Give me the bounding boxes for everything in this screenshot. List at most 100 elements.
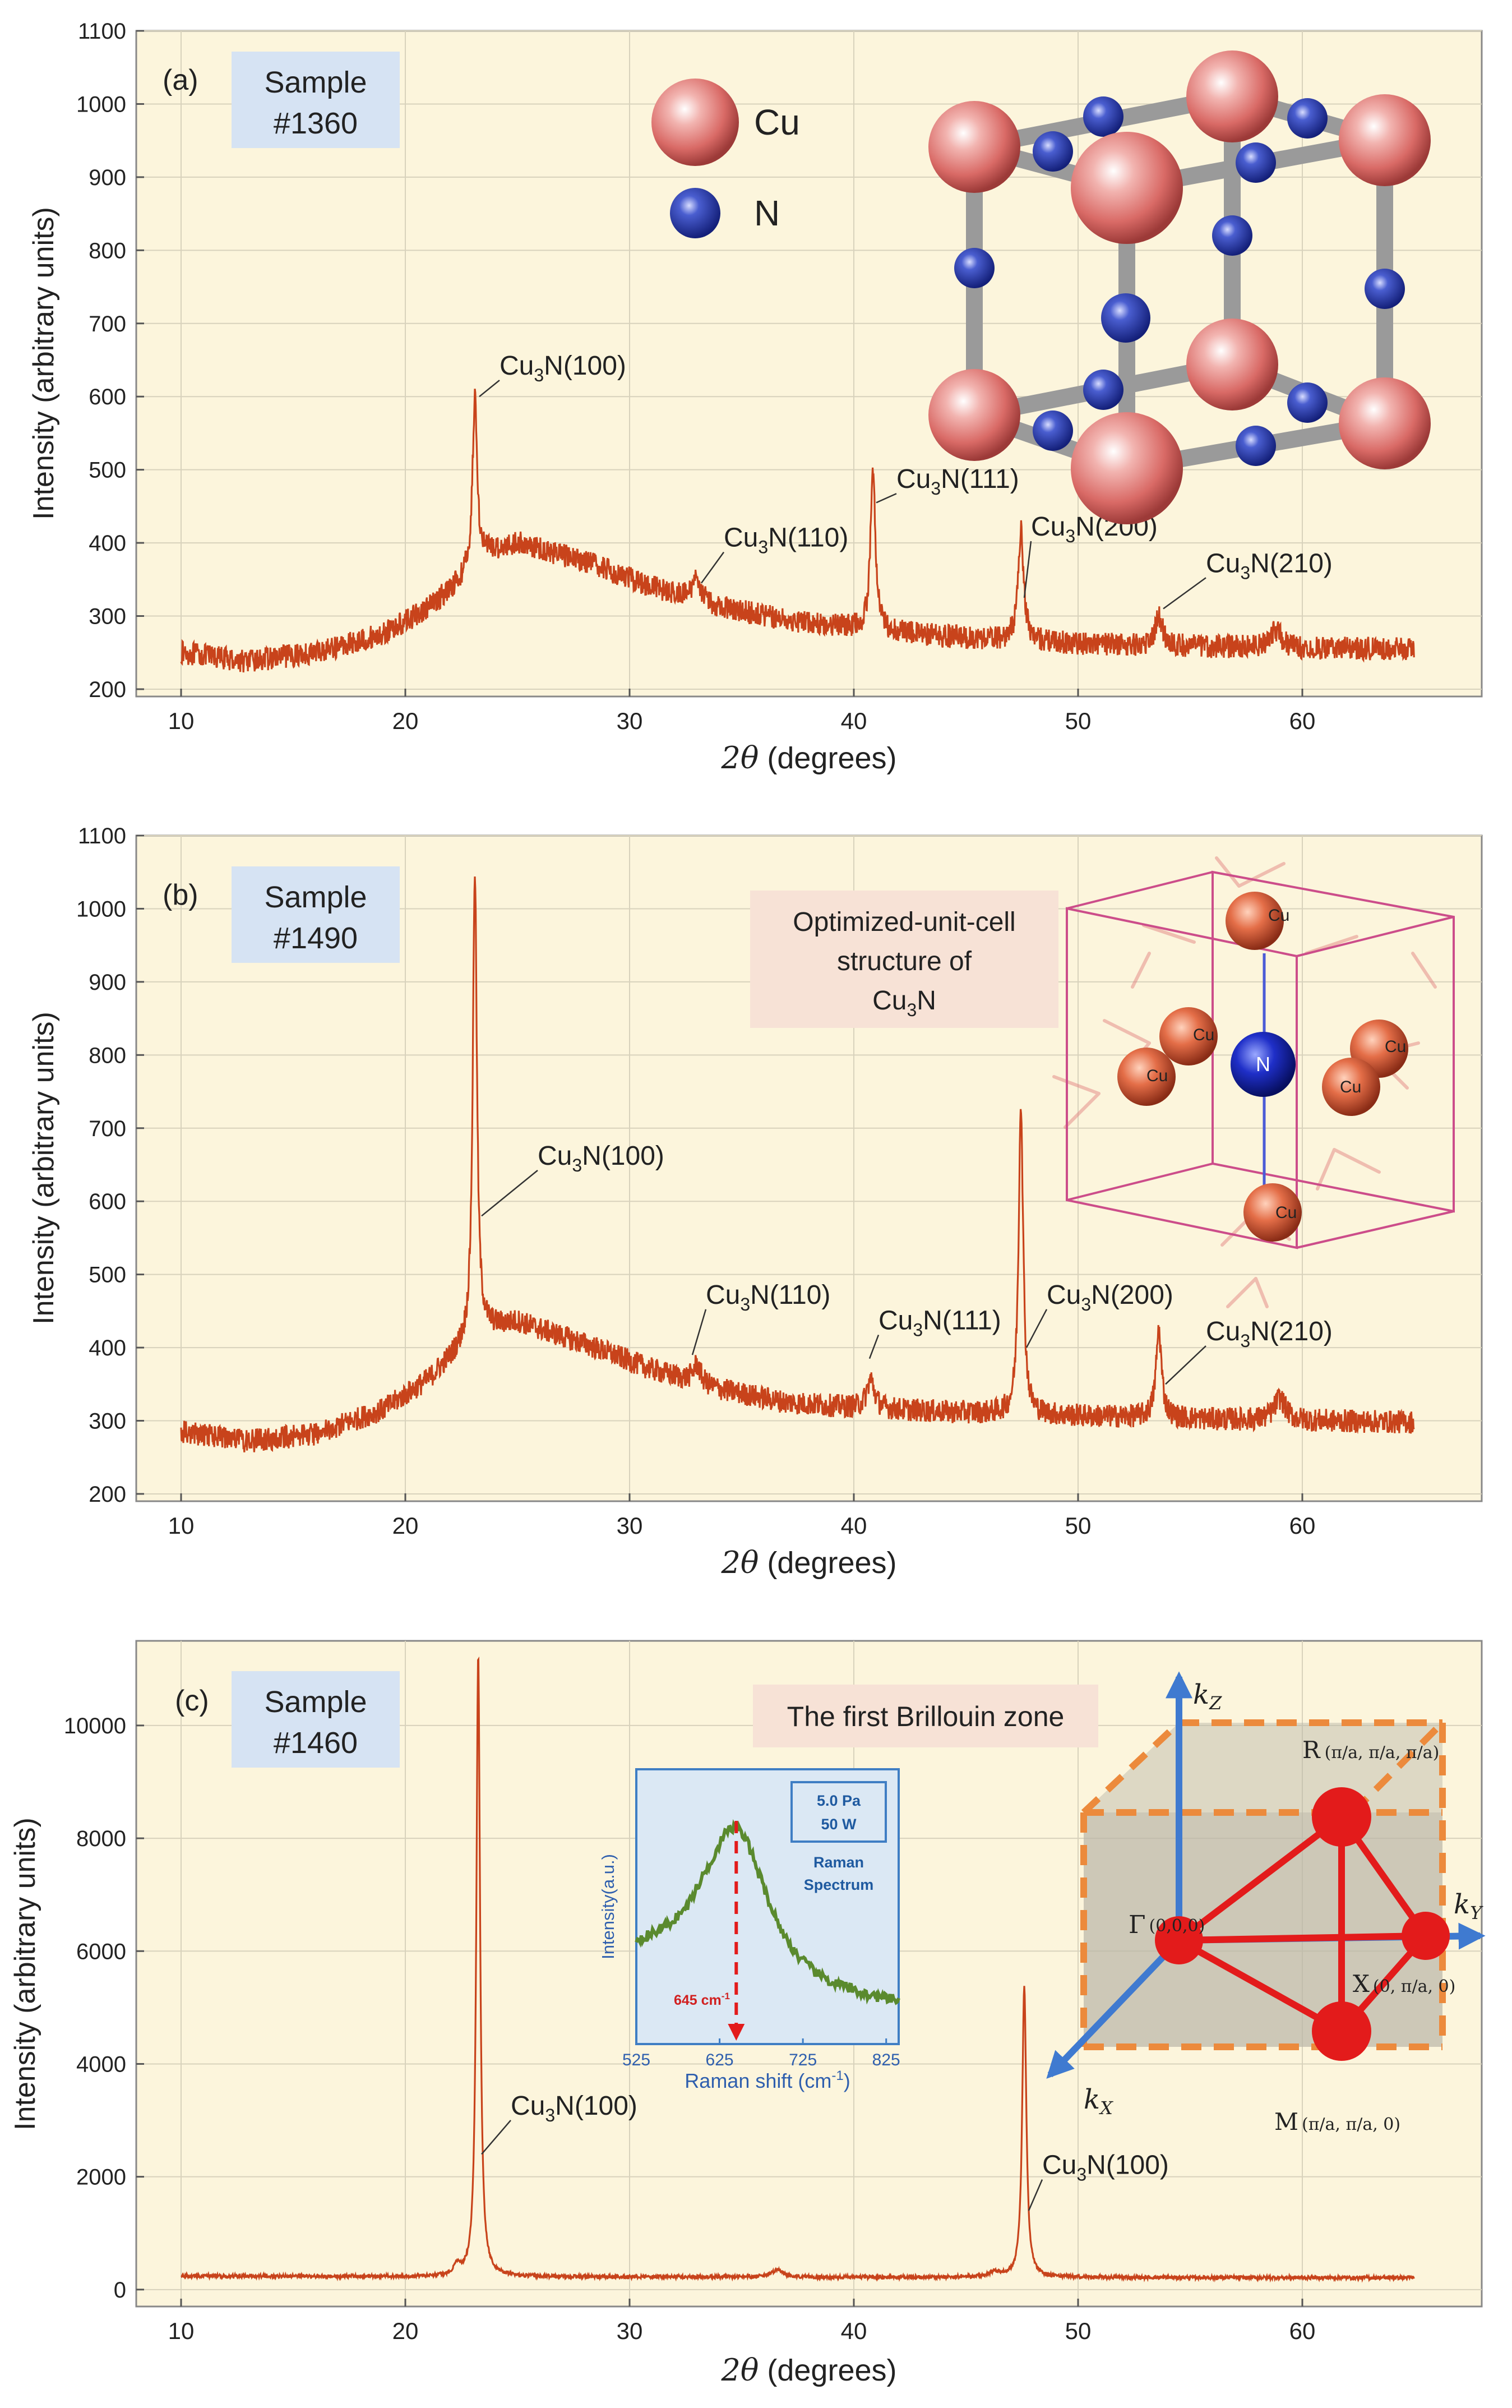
x-tick-label: 20	[392, 708, 419, 734]
annotation-sub: 3	[1076, 2165, 1086, 2185]
raman-legend-pressure: 5.0 Pa	[817, 1792, 861, 1809]
brillouin-note-box	[753, 1685, 1098, 1747]
annotation-rest: N(110)	[768, 523, 848, 553]
y-tick-label: 700	[89, 1117, 126, 1141]
x-tick-label: 60	[1289, 708, 1316, 734]
y-tick-label: 500	[89, 1263, 126, 1288]
panel-label: (b)	[163, 879, 198, 911]
sample-line2: #1490	[274, 921, 358, 955]
x-tick-label: 30	[617, 708, 643, 734]
y-tick-label: 300	[89, 1409, 126, 1434]
sample-line1: Sample	[264, 880, 367, 914]
annotation-rest: N(111)	[923, 1306, 1001, 1335]
y-axis-label: Intensity (arbitrary units)	[9, 1817, 41, 2130]
annotation-sub: 3	[1240, 1331, 1250, 1351]
sample-line1: Sample	[264, 66, 367, 99]
peak-annotation: Cu3N(111)	[896, 464, 1019, 499]
raman-peak-value: 645 cm	[674, 1992, 722, 2008]
y-tick-label: 10000	[64, 1714, 126, 1738]
peak-annotation: Cu3N(210)	[1206, 1317, 1333, 1351]
r-coord: (π/a, π/a, π/a)	[1325, 1743, 1440, 1763]
brillouin-note: The first Brillouin zone	[787, 1701, 1065, 1732]
raman-inset: 5.0 Pa 50 W Raman Spectrum Intensity(a.u…	[598, 1768, 900, 2092]
sample-box	[232, 866, 400, 963]
y-tick-label: 4000	[76, 2052, 126, 2077]
y-tick-label: 800	[89, 1043, 126, 1068]
x-axis-var: 2θ	[721, 2352, 759, 2388]
y-tick-label: 200	[89, 1482, 126, 1507]
annotation-leader	[1023, 541, 1032, 598]
y-tick-label: 700	[89, 312, 126, 336]
y-tick-label: 800	[89, 238, 126, 263]
raman-legend-box	[790, 1781, 887, 1843]
peak-annotation: Cu3N(100)	[1042, 2151, 1169, 2185]
n-atom-icon	[670, 188, 720, 238]
raman-x-tick-label: 825	[872, 2051, 900, 2069]
annotation-rest: N(100)	[1086, 2151, 1169, 2180]
cu-atom-label: Cu	[1268, 906, 1289, 925]
x-tick-label: 20	[392, 2318, 419, 2344]
x-tick-label: 30	[617, 2318, 643, 2344]
x-tick-label: 40	[841, 2318, 867, 2344]
annotation-sub: 3	[931, 478, 941, 499]
x-tick-label: 40	[841, 708, 867, 734]
kx-label: kX	[1084, 2084, 1113, 2119]
peak-annotation: Cu3N(100)	[500, 351, 626, 385]
kx-k: k	[1084, 2084, 1100, 2115]
annotation-sub: 3	[572, 1155, 582, 1175]
annotation-base: Cu	[724, 523, 758, 553]
raman-x-label-text: Raman shift (cm	[685, 2069, 831, 2092]
raman-legend-power: 50 W	[821, 1816, 857, 1833]
sample-line2: #1460	[274, 1726, 358, 1760]
annotation-rest: N(100)	[582, 1141, 664, 1171]
y-tick-label: 400	[89, 1336, 126, 1360]
r-point	[1312, 1787, 1371, 1847]
annotation-sub: 3	[740, 1294, 750, 1314]
x-tick-label: 20	[392, 1512, 419, 1539]
x-axis-var: 2θ	[721, 740, 759, 776]
kz-sub: Z	[1209, 1692, 1222, 1714]
kz-k: k	[1193, 1679, 1209, 1710]
x-tick-label: 10	[168, 2318, 195, 2344]
panel-a: Cu3N(100)Cu3N(110)Cu3N(111)Cu3N(200)Cu3N…	[27, 19, 1483, 776]
sample-box	[232, 52, 400, 148]
y-tick-label: 8000	[76, 1826, 126, 1851]
annotation-sub: 3	[758, 537, 768, 557]
gamma-point	[1155, 1916, 1203, 1964]
formula-sub: 3	[907, 1000, 917, 1020]
raman-x-tick-label: 625	[706, 2051, 734, 2069]
y-tick-label: 600	[89, 385, 126, 409]
cell-edges	[1066, 870, 1455, 1249]
x-point	[1402, 1912, 1450, 1960]
sample-line2: #1360	[274, 107, 358, 140]
annotation-base: Cu	[1031, 512, 1065, 542]
x-symbol: X	[1353, 1970, 1370, 1998]
annotation-leader	[1028, 2179, 1043, 2211]
cu-atom-icon	[928, 101, 1020, 193]
ky-k: k	[1454, 1889, 1470, 1920]
x-tick-label: 60	[1289, 2318, 1316, 2344]
x-axis-label: 2θ (degrees)	[721, 2352, 897, 2388]
y-tick-label: 0	[114, 2278, 126, 2303]
annotation-leader	[1163, 577, 1206, 610]
annotation-sub: 3	[1065, 526, 1075, 546]
gamma-coord: (0,0,0)	[1149, 1916, 1205, 1936]
gamma-label: Γ (0,0,0)	[1129, 1911, 1205, 1939]
x-ticks: 10 20 30 40 50 60	[168, 689, 1316, 734]
structure-note-line1: Optimized-unit-cell	[793, 907, 1015, 937]
sample-line1: Sample	[264, 1685, 367, 1719]
annotation-base: Cu	[896, 464, 931, 494]
formula-rest: N	[917, 986, 936, 1016]
annotation-leader	[876, 493, 897, 504]
grid	[136, 30, 1482, 696]
raman-peak-sup: -1	[722, 1991, 730, 2001]
annotation-leader	[479, 380, 500, 398]
annotation-base: Cu	[878, 1306, 913, 1335]
y-tick-label: 300	[89, 605, 126, 629]
xrd-trace	[180, 389, 1415, 673]
xrd-trace	[181, 1656, 1415, 2283]
y-tick-label: 400	[89, 531, 126, 556]
panel-c: Cu3N(100)Cu3N(100) 10 20 30 40 50 60 02000400…	[9, 1640, 1486, 2388]
xrd-trace	[180, 876, 1415, 1452]
cu-atom-label: Cu	[1340, 1078, 1361, 1096]
